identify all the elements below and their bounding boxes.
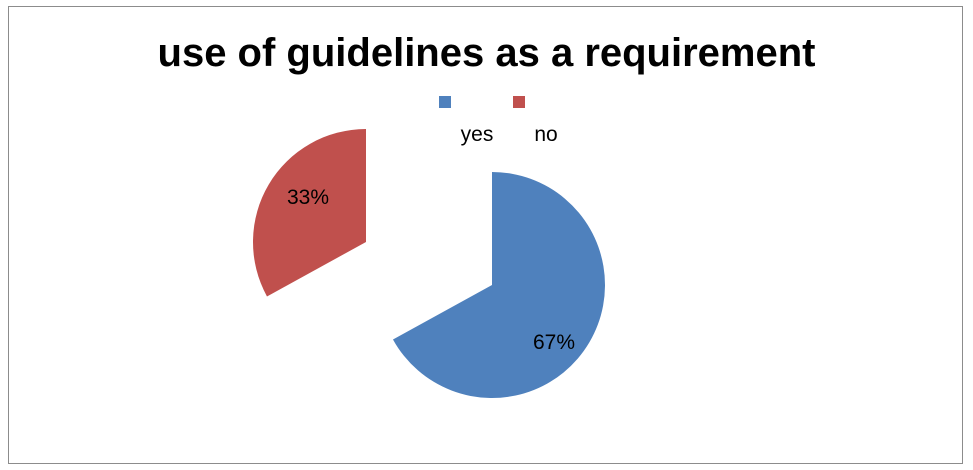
pie-slice-yes xyxy=(392,172,605,398)
data-label-yes: 67% xyxy=(533,331,575,354)
chart-title: use of guidelines as a requirement xyxy=(157,31,816,75)
pie-slice-no xyxy=(253,129,366,297)
legend-label-yes: yes xyxy=(461,123,494,146)
data-labels: 67% 33% xyxy=(287,186,575,354)
legend-marker-yes xyxy=(439,96,451,108)
data-label-no: 33% xyxy=(287,186,329,209)
legend-label-no: no xyxy=(534,123,557,146)
pie-slices xyxy=(253,129,605,398)
legend: yes no xyxy=(439,96,558,146)
legend-marker-no xyxy=(513,96,525,108)
